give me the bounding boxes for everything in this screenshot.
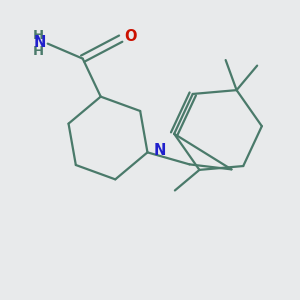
Text: N: N bbox=[33, 35, 46, 50]
Text: N: N bbox=[154, 143, 166, 158]
Text: O: O bbox=[125, 29, 137, 44]
Text: H: H bbox=[33, 45, 44, 58]
Text: H: H bbox=[33, 29, 44, 42]
